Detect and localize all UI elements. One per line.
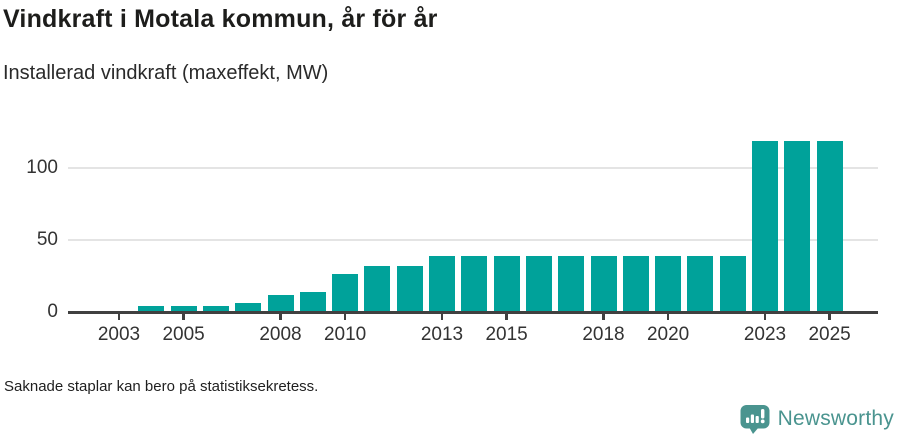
bar-2012 bbox=[396, 265, 423, 312]
newsworthy-speech-bubble-chart-icon bbox=[740, 404, 770, 434]
bar-2018 bbox=[590, 255, 617, 312]
bar-2011 bbox=[364, 265, 391, 312]
gridline-100 bbox=[68, 167, 878, 169]
x-tick-2008 bbox=[279, 313, 282, 320]
x-axis-label-2008: 2008 bbox=[259, 324, 302, 345]
x-axis-label-2010: 2010 bbox=[323, 324, 367, 345]
bar-2009 bbox=[299, 291, 326, 312]
bar-2005 bbox=[170, 305, 197, 312]
x-axis-label-2020: 2020 bbox=[646, 324, 690, 345]
gridline-50 bbox=[68, 239, 878, 241]
chart-subtitle: Installerad vindkraft (maxeffekt, MW) bbox=[3, 62, 329, 84]
x-axis-label-2023: 2023 bbox=[743, 324, 787, 345]
bar-2024 bbox=[784, 140, 811, 312]
x-tick-2010 bbox=[343, 313, 347, 320]
x-tick-2023 bbox=[763, 313, 767, 320]
bar-2022 bbox=[719, 255, 746, 312]
x-tick-2018 bbox=[602, 313, 605, 320]
bar-2014 bbox=[461, 255, 488, 312]
x-tick-2003 bbox=[117, 313, 121, 320]
bar-2010 bbox=[332, 273, 359, 312]
bar-2004 bbox=[138, 305, 165, 312]
bar-chart: 0 50 100 2003 2005 2008 2010 2013 2015 2018 2020 20… bbox=[0, 120, 900, 360]
x-axis-line bbox=[68, 310, 878, 314]
bar-2007 bbox=[235, 303, 262, 312]
bar-2017 bbox=[558, 255, 585, 312]
bar-2006 bbox=[202, 305, 229, 312]
bar-2013 bbox=[429, 255, 455, 312]
footnote: Saknade staplar kan bero på statistiksek… bbox=[4, 378, 319, 395]
x-axis-label-2005: 2005 bbox=[162, 324, 205, 345]
newsworthy-logo-text: Newsworthy bbox=[777, 407, 894, 430]
x-axis-label-2015: 2015 bbox=[485, 324, 528, 345]
x-tick-2020 bbox=[666, 313, 670, 320]
bar-2016 bbox=[525, 255, 552, 312]
x-axis-label-2013: 2013 bbox=[420, 324, 464, 345]
bar-2025 bbox=[816, 140, 843, 312]
y-axis-label-0: 0 bbox=[47, 301, 58, 322]
x-axis-label-2003: 2003 bbox=[97, 324, 141, 345]
x-tick-2013 bbox=[440, 313, 444, 320]
bar-2021 bbox=[687, 255, 714, 312]
bar-2015 bbox=[493, 255, 520, 312]
bar-2020 bbox=[655, 255, 682, 312]
x-axis-label-2018: 2018 bbox=[582, 324, 625, 345]
bar-2019 bbox=[622, 255, 649, 312]
x-axis-label-2025: 2025 bbox=[808, 324, 851, 345]
x-tick-2025 bbox=[828, 313, 831, 320]
page-title: Vindkraft i Motala kommun, år för år bbox=[3, 5, 438, 33]
x-tick-2015 bbox=[505, 313, 508, 320]
bar-2023 bbox=[752, 140, 778, 312]
x-tick-2005 bbox=[182, 313, 185, 320]
newsworthy-logo: Newsworthy bbox=[740, 404, 894, 434]
bar-2008 bbox=[267, 295, 294, 312]
y-axis-label-100: 100 bbox=[26, 157, 58, 178]
y-axis-label-50: 50 bbox=[36, 229, 58, 250]
